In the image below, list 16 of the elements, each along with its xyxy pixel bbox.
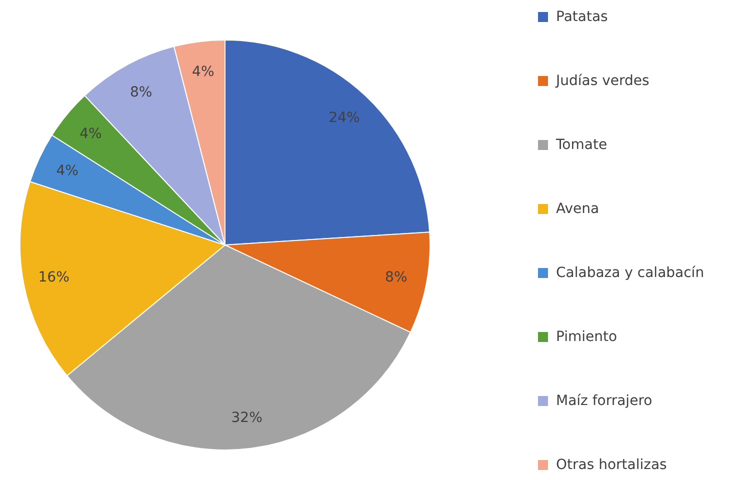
data-label: 4% xyxy=(56,162,78,179)
legend-label: Avena xyxy=(556,200,600,216)
legend-label: Patatas xyxy=(556,8,608,24)
data-label: 24% xyxy=(328,110,360,126)
data-label: 8% xyxy=(385,270,408,286)
data-label: 4% xyxy=(192,64,214,80)
data-label: 32% xyxy=(231,410,262,426)
data-label: 16% xyxy=(38,270,70,286)
data-label: 8% xyxy=(130,84,152,100)
legend-label: Tomate xyxy=(556,136,608,152)
legend-label: Pimiento xyxy=(556,328,618,344)
legend-label: Judías verdes xyxy=(556,72,650,88)
data-label: 4% xyxy=(80,126,102,142)
legend-label: Maíz forrajero xyxy=(556,392,652,408)
legend-label: Otras hortalizas xyxy=(556,456,667,472)
legend-label: Calabaza y calabacín xyxy=(556,264,704,280)
